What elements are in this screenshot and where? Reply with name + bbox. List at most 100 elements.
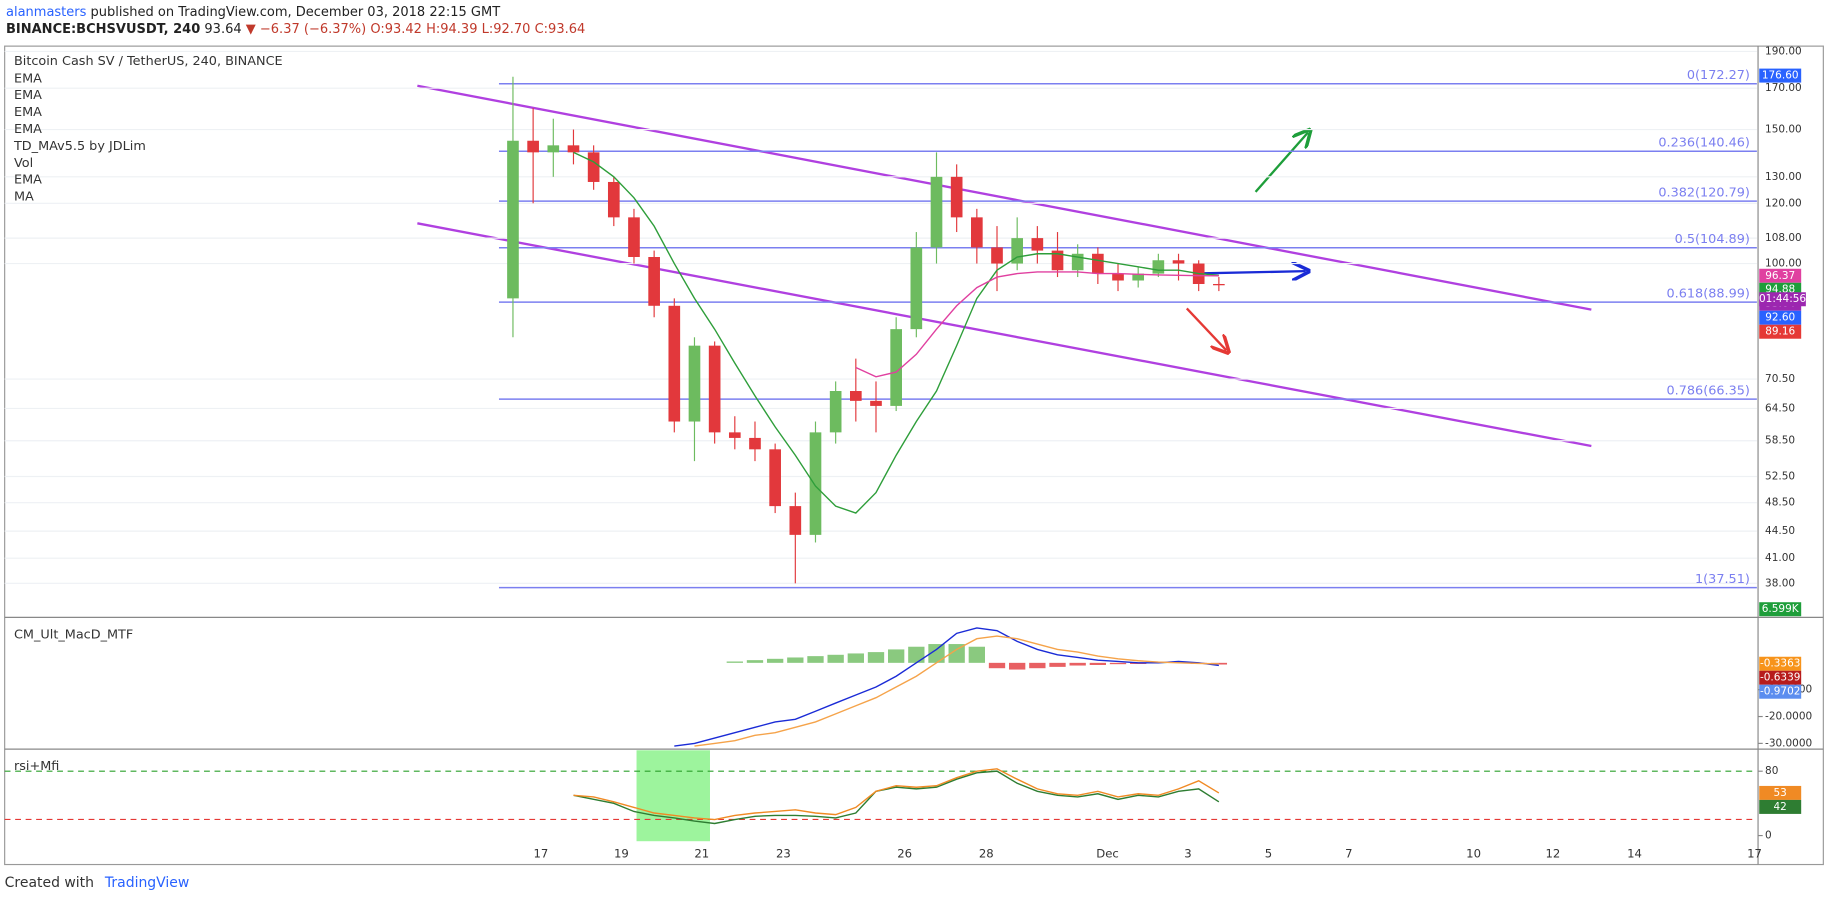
y-tick-label: 52.50 [1765,470,1795,482]
histogram-bar [867,652,885,663]
author[interactable]: alanmasters [6,5,87,20]
histogram-bar [847,653,864,663]
indicator-line [573,151,1219,514]
axis-value-label: -0.3363 [1760,658,1800,670]
candle-body [628,217,640,258]
fib-label: 0.382(120.79) [1658,185,1750,200]
histogram-bar [787,657,804,663]
histogram-bar [827,654,844,663]
y-tick-label: 190.00 [1765,45,1802,57]
axis-value-tag [1759,670,1802,685]
histogram-bar [948,644,965,663]
histogram-bar [888,649,905,663]
y-tick-label: 64.50 [1765,402,1795,414]
histogram-bar [1049,662,1066,667]
fib-label: 0.236(140.46) [1658,136,1750,151]
axis-value-label: -0.6339 [1760,672,1800,684]
axis-value-tag [1759,785,1802,800]
candle-body [688,345,701,422]
x-tick-label: 17 [534,847,549,861]
x-tick-label: 14 [1627,847,1642,861]
histogram-bar [746,660,764,663]
chart-title: Bitcoin Cash SV / TetherUS, 240, BINANCE [14,54,283,69]
candle-body [809,432,822,535]
ohlc: C:93.64 [534,22,586,37]
trend-line [417,222,1592,448]
candle-body [648,257,660,306]
candle-body [890,329,902,406]
x-tick-label: 7 [1345,847,1352,861]
fib-label: 0.5(104.89) [1675,232,1750,247]
candle-body [1071,253,1084,271]
candle-body [1132,273,1145,281]
ohlc: O:93.42 [370,22,422,37]
candle-body [769,449,781,507]
x-tick-label: 23 [776,847,791,861]
axis-value-tag [1759,268,1802,283]
candle-body [1152,260,1165,274]
candle-body [849,391,862,401]
y-tick-label: 38.00 [1765,577,1795,589]
axis-value-tag [1759,656,1802,671]
histogram-bar [726,661,743,663]
axis-value-label: 92.60 [1765,312,1795,324]
footer-created: Created with [5,875,94,891]
candle-body [870,400,882,406]
candle-body [587,152,600,182]
histogram-bar [1089,662,1107,665]
frame [4,45,1824,866]
legend-entry: EMA [14,122,42,137]
footer-brand[interactable]: TradingView [104,875,189,891]
ohlc: H:94.39 [426,22,478,37]
x-tick-label: Dec [1096,847,1119,861]
indicator-title: rsi+Mfi [14,759,59,774]
axis-value-tag [1759,799,1802,814]
indicator-title: CM_Ult_MacD_MTF [14,627,133,642]
change: ▼ −6.37 (−6.37%) [245,22,367,37]
histogram-bar [1029,662,1046,669]
candle-body [527,140,539,153]
histogram-bar [988,662,1006,669]
y-tick-label: 48.50 [1765,497,1795,509]
axis-value-tag [1759,68,1802,83]
y-tick-label: -20.0000 [1765,711,1812,723]
fib-label: 0.786(66.35) [1667,383,1750,398]
y-tick-label: 130.00 [1765,171,1802,183]
header: alanmasters published on TradingView.com… [6,4,585,38]
indicator-line [694,635,1219,747]
highlight-zone [636,750,710,842]
candle-body [991,247,1003,264]
y-tick-label: 120.00 [1765,197,1802,209]
candle-body [507,140,519,299]
x-tick-label: 21 [694,847,709,861]
candle-body [1092,253,1104,274]
histogram-bar [1069,662,1086,666]
countdown-tag [1759,292,1806,307]
publish-line: alanmasters published on TradingView.com… [6,4,585,21]
histogram-bar [1109,662,1127,665]
x-tick-label: 26 [897,847,912,861]
x-tick-label: 12 [1545,847,1560,861]
indicator-line [573,768,1220,821]
y-tick-label: 70.50 [1765,373,1795,385]
x-tick-label: 3 [1184,847,1191,861]
candle-body [789,506,802,535]
y-tick-label: 108.00 [1765,232,1802,244]
legend-entry: EMA [14,105,42,120]
legend-entry: EMA [14,173,42,188]
histogram-bar [1009,662,1026,670]
published: published on TradingView.com, December 0… [90,5,501,20]
candle-body [910,247,923,330]
axis-value-tag [1759,684,1802,699]
y-tick-label: 150.00 [1765,124,1802,136]
axis-value-label: 176.60 [1762,70,1799,82]
arrow [1254,132,1308,193]
arrow [1185,307,1227,350]
candle-body [728,432,741,438]
candle-body [567,145,580,153]
volume-tag [1759,602,1802,617]
axis-value-tag [1759,310,1802,325]
axis-value-label: 53 [1774,787,1787,799]
histogram-bar [928,644,945,663]
legend-entry: TD_MAv5.5 by JDLim [13,139,146,154]
